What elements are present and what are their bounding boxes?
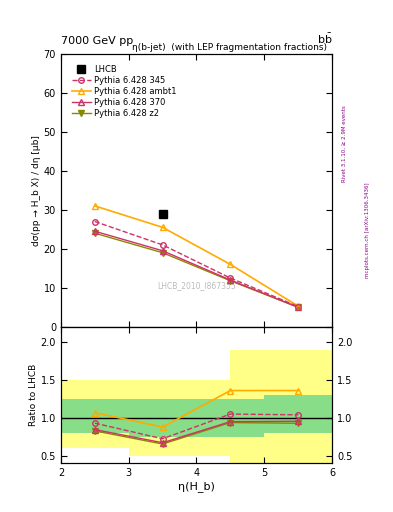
Legend: LHCB, Pythia 6.428 345, Pythia 6.428 ambt1, Pythia 6.428 370, Pythia 6.428 z2: LHCB, Pythia 6.428 345, Pythia 6.428 amb… <box>70 63 178 120</box>
Pythia 6.428 ambt1 <box>296 303 301 309</box>
Pythia 6.428 370 <box>296 304 301 310</box>
Pythia 6.428 ambt1 <box>160 224 165 230</box>
Pythia 6.428 z2 <box>296 304 301 310</box>
Bar <box>264 395 332 433</box>
Bar <box>129 399 230 437</box>
Text: Rivet 3.1.10, ≥ 2.9M events: Rivet 3.1.10, ≥ 2.9M events <box>342 105 347 182</box>
Pythia 6.428 345 <box>228 275 233 281</box>
Line: Pythia 6.428 370: Pythia 6.428 370 <box>91 228 302 311</box>
Bar <box>230 399 264 437</box>
Pythia 6.428 370 <box>92 228 97 234</box>
Text: b$\bar{\mathrm{b}}$: b$\bar{\mathrm{b}}$ <box>317 32 332 46</box>
X-axis label: η(H_b): η(H_b) <box>178 481 215 492</box>
Pythia 6.428 345 <box>92 219 97 225</box>
Text: 7000 GeV pp: 7000 GeV pp <box>61 36 133 46</box>
Bar <box>61 380 129 448</box>
Line: Pythia 6.428 z2: Pythia 6.428 z2 <box>92 230 301 310</box>
Y-axis label: dσ(pp → H_b X) / dη [μb]: dσ(pp → H_b X) / dη [μb] <box>32 135 41 246</box>
Text: LHCB_2010_I867355: LHCB_2010_I867355 <box>157 282 236 290</box>
Bar <box>264 350 332 463</box>
Pythia 6.428 ambt1 <box>92 203 97 209</box>
Bar <box>129 380 230 456</box>
Bar <box>230 350 264 463</box>
Y-axis label: Ratio to LHCB: Ratio to LHCB <box>29 364 38 426</box>
Text: mcplots.cern.ch [arXiv:1306.3436]: mcplots.cern.ch [arXiv:1306.3436] <box>365 183 371 278</box>
Pythia 6.428 ambt1 <box>228 261 233 267</box>
Pythia 6.428 345 <box>160 242 165 248</box>
Pythia 6.428 370 <box>228 277 233 283</box>
Pythia 6.428 z2 <box>92 230 97 236</box>
Bar <box>61 399 129 433</box>
Line: Pythia 6.428 ambt1: Pythia 6.428 ambt1 <box>91 202 302 310</box>
Text: η(b-jet)  (with LEP fragmentation fractions): η(b-jet) (with LEP fragmentation fractio… <box>132 42 327 52</box>
Pythia 6.428 345 <box>296 304 301 310</box>
Line: Pythia 6.428 345: Pythia 6.428 345 <box>92 219 301 309</box>
Pythia 6.428 z2 <box>160 250 165 256</box>
Pythia 6.428 z2 <box>228 278 233 284</box>
Pythia 6.428 370 <box>160 248 165 254</box>
